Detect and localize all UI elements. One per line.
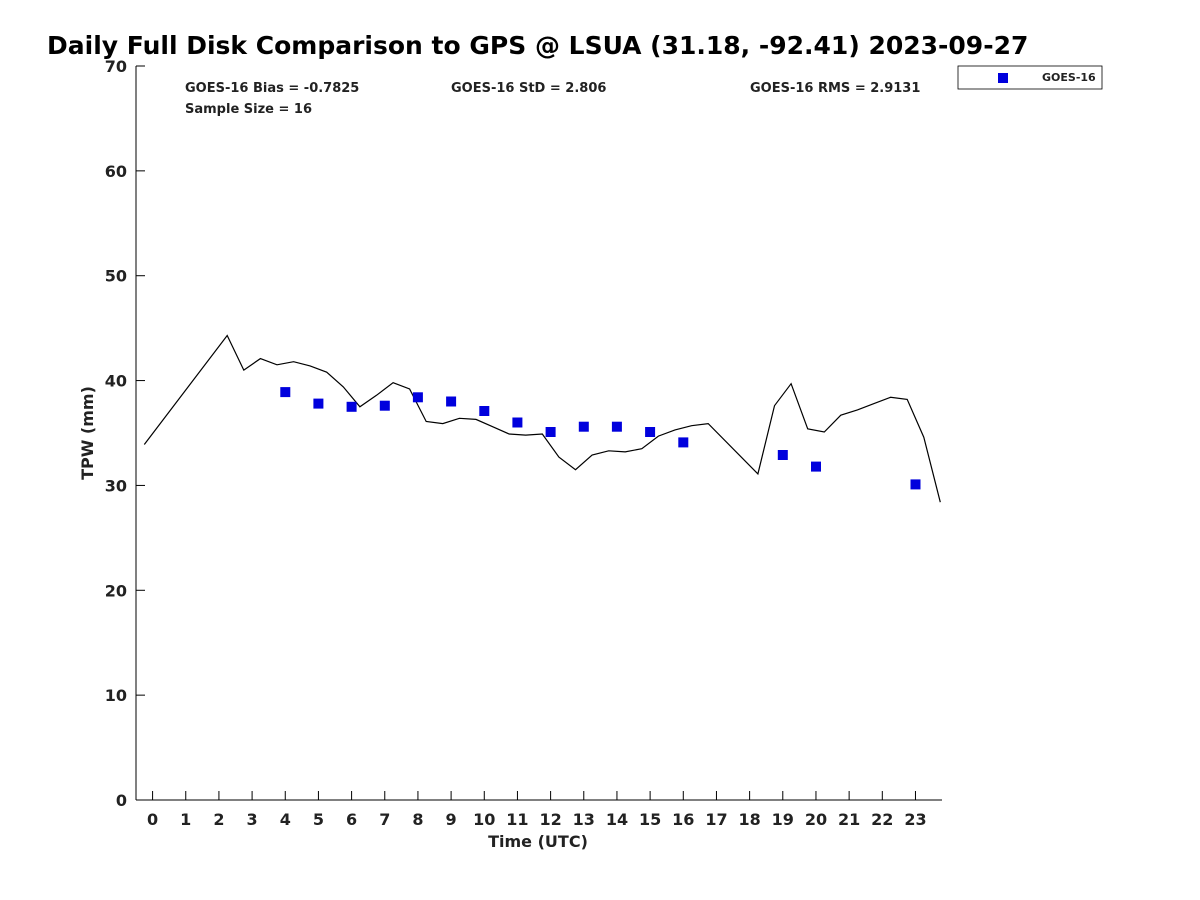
x-tick-label: 9 (446, 810, 457, 829)
y-tick-label: 40 (105, 372, 127, 391)
bias-stat: GOES-16 Bias = -0.7825 (185, 81, 359, 96)
stats-annotations: GOES-16 Bias = -0.7825 GOES-16 StD = 2.8… (185, 81, 920, 117)
goes16-marker-layer (280, 387, 921, 490)
x-tick-label: 5 (313, 810, 324, 829)
x-tick-label: 6 (346, 810, 357, 829)
goes16-point (777, 450, 788, 460)
y-tick-label: 30 (105, 476, 127, 495)
x-tick-label: 1 (180, 810, 191, 829)
goes16-point (578, 421, 589, 432)
goes16-point (811, 461, 821, 472)
x-axis-label: Time (UTC) (488, 832, 588, 851)
x-tick-label: 12 (539, 810, 561, 829)
chart-title: Daily Full Disk Comparison to GPS @ LSUA… (47, 31, 1028, 60)
goes16-point (545, 427, 556, 437)
goes16-point (910, 479, 921, 490)
y-tick-label: 70 (105, 57, 127, 76)
gps-line-layer (143, 334, 941, 503)
goes16-point (678, 437, 689, 448)
x-tick-label: 15 (639, 810, 661, 829)
legend-box (957, 65, 1103, 90)
x-tick-label: 16 (672, 810, 694, 829)
goes16-point (479, 406, 490, 416)
y-tick-label: 10 (105, 686, 127, 705)
x-tick-label: 14 (606, 810, 628, 829)
x-tick-label: 22 (871, 810, 893, 829)
x-tick-label: 2 (213, 810, 224, 829)
y-tick-label: 50 (105, 267, 127, 286)
x-tick-label: 11 (506, 810, 528, 829)
x-tick-label: 10 (473, 810, 495, 829)
goes16-point (611, 421, 622, 432)
goes16-point (280, 387, 291, 398)
goes16-point (379, 400, 390, 411)
legend-label: GOES-16 (1042, 71, 1096, 84)
y-tick-label: 60 (105, 162, 127, 181)
goes16-point (512, 417, 523, 428)
y-axis-label: TPW (mm) (78, 386, 97, 480)
sample-size-stat: Sample Size = 16 (185, 102, 312, 117)
y-tick-label: 0 (116, 791, 127, 810)
y-tick-label: 20 (105, 581, 127, 600)
goes16-point (346, 401, 357, 412)
x-tick-label: 18 (738, 810, 760, 829)
x-tick-label: 4 (280, 810, 291, 829)
rms-stat: GOES-16 RMS = 2.9131 (750, 81, 920, 96)
goes16-point (645, 427, 656, 437)
legend-marker (998, 73, 1008, 83)
legend: GOES-16 (957, 65, 1103, 90)
gps-series-line (143, 334, 941, 503)
x-tick-label: 17 (705, 810, 727, 829)
goes16-point (313, 398, 324, 409)
x-tick-label: 21 (838, 810, 860, 829)
std-stat: GOES-16 StD = 2.806 (451, 81, 606, 96)
goes16-point (446, 396, 457, 407)
goes16-point (412, 392, 423, 403)
x-tick-label: 20 (805, 810, 827, 829)
x-tick-label: 0 (147, 810, 158, 829)
x-tick-label: 7 (379, 810, 390, 829)
x-tick-label: 23 (904, 810, 926, 829)
x-tick-label: 19 (772, 810, 794, 829)
x-tick-label: 13 (573, 810, 595, 829)
x-tick-label: 3 (247, 810, 258, 829)
x-tick-label: 8 (412, 810, 423, 829)
